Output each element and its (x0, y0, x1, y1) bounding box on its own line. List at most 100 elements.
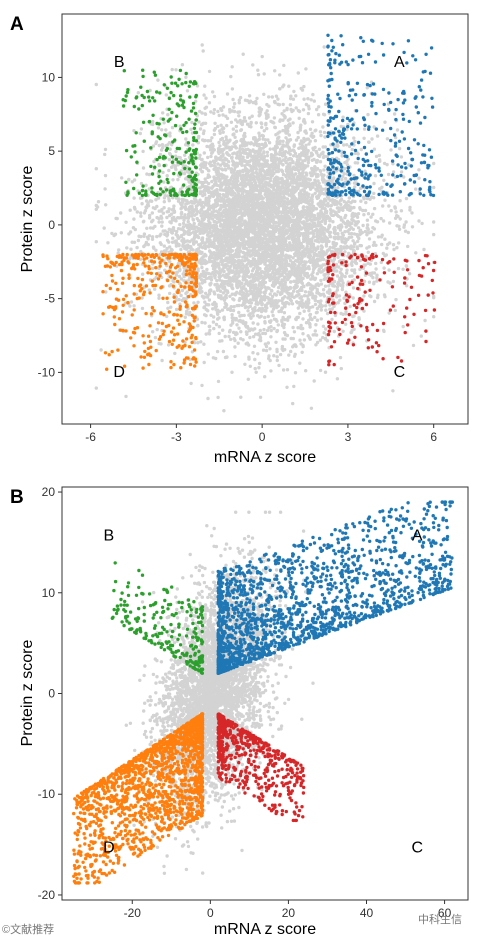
scatter-point (313, 329, 317, 333)
scatter-point (232, 263, 236, 267)
scatter-point (176, 227, 181, 231)
scatter-point (243, 362, 247, 366)
scatter-point (162, 121, 166, 125)
scatter-point (289, 180, 293, 184)
scatter-point (350, 147, 354, 152)
scatter-point (222, 409, 226, 413)
scatter-point (244, 296, 248, 300)
scatter-point (324, 308, 328, 312)
scatter-point (269, 335, 273, 339)
scatter-point (103, 187, 107, 191)
scatter-point (309, 154, 314, 158)
scatter-point (381, 204, 385, 208)
scatter-point (192, 301, 196, 305)
scatter-point (207, 303, 211, 307)
scatter-point (323, 284, 328, 288)
scatter-point (420, 221, 424, 226)
scatter-point (241, 275, 245, 279)
scatter-point (205, 185, 209, 189)
scatter-point (158, 241, 162, 245)
scatter-point (358, 258, 362, 263)
scatter-point (325, 311, 330, 316)
scatter-point (99, 348, 103, 352)
scatter-point (286, 235, 290, 240)
scatter-point (278, 139, 282, 143)
scatter-point (307, 298, 311, 302)
scatter-point (388, 281, 392, 285)
scatter-point (306, 164, 310, 168)
scatter-point (308, 313, 312, 317)
scatter-point (272, 326, 276, 331)
scatter-point (318, 169, 322, 173)
scatter-point (166, 113, 170, 117)
scatter-point (263, 305, 268, 309)
scatter-point (266, 301, 270, 305)
scatter-point (319, 299, 323, 303)
scatter-point (275, 355, 279, 359)
scatter-point (264, 123, 268, 127)
scatter-point (231, 133, 235, 137)
scatter-point (232, 105, 236, 109)
scatter-point (351, 219, 356, 223)
scatter-point (291, 121, 295, 125)
scatter-point (220, 308, 225, 312)
scatter-point (102, 226, 106, 230)
scatter-point (323, 276, 327, 280)
scatter-point (203, 112, 207, 116)
scatter-point (267, 356, 271, 361)
scatter-point (94, 240, 99, 244)
scatter-point (225, 151, 229, 155)
scatter-point (305, 214, 310, 219)
scatter-point (338, 270, 342, 275)
scatter-point (382, 178, 386, 182)
scatter-point (287, 353, 291, 357)
scatter-point (212, 108, 217, 112)
scatter-point (310, 120, 315, 124)
scatter-point (322, 130, 327, 135)
scatter-point (174, 273, 179, 277)
scatter-point (242, 188, 246, 193)
scatter-point (292, 330, 297, 334)
scatter-point (278, 352, 283, 357)
scatter-point (257, 137, 261, 141)
scatter-point (305, 205, 309, 209)
scatter-point (202, 296, 206, 300)
scatter-point (292, 89, 296, 94)
scatter-point (183, 198, 188, 202)
scatter-point (328, 233, 332, 238)
scatter-point (281, 278, 285, 282)
scatter-point (205, 144, 209, 149)
scatter-point (348, 304, 352, 309)
scatter-point (253, 260, 257, 264)
scatter-point (342, 296, 346, 300)
scatter-point (339, 244, 343, 249)
scatter-point (148, 226, 153, 230)
scatter-point (319, 317, 323, 321)
scatter-point (182, 218, 186, 222)
scatter-point (395, 214, 399, 218)
scatter-point (392, 247, 396, 252)
scatter-point (259, 314, 263, 318)
scatter-point (285, 231, 289, 235)
scatter-point (196, 136, 201, 140)
scatter-point (367, 237, 372, 241)
scatter-point (376, 235, 381, 239)
scatter-point (223, 355, 228, 360)
scatter-point (398, 199, 402, 203)
scatter-point (265, 150, 270, 154)
scatter-point (417, 176, 421, 180)
scatter-point (318, 292, 322, 297)
scatter-point (155, 215, 159, 220)
scatter-point (209, 154, 213, 159)
scatter-point (221, 130, 225, 134)
scatter-point (361, 223, 365, 228)
scatter-point (161, 229, 165, 233)
scatter-point (366, 250, 370, 254)
scatter-point (144, 183, 148, 187)
scatter-point (243, 259, 247, 263)
scatter-point (257, 361, 262, 366)
scatter-point (251, 63, 255, 67)
scatter-point (319, 133, 323, 138)
scatter-point (223, 334, 227, 339)
scatter-point (167, 157, 172, 162)
